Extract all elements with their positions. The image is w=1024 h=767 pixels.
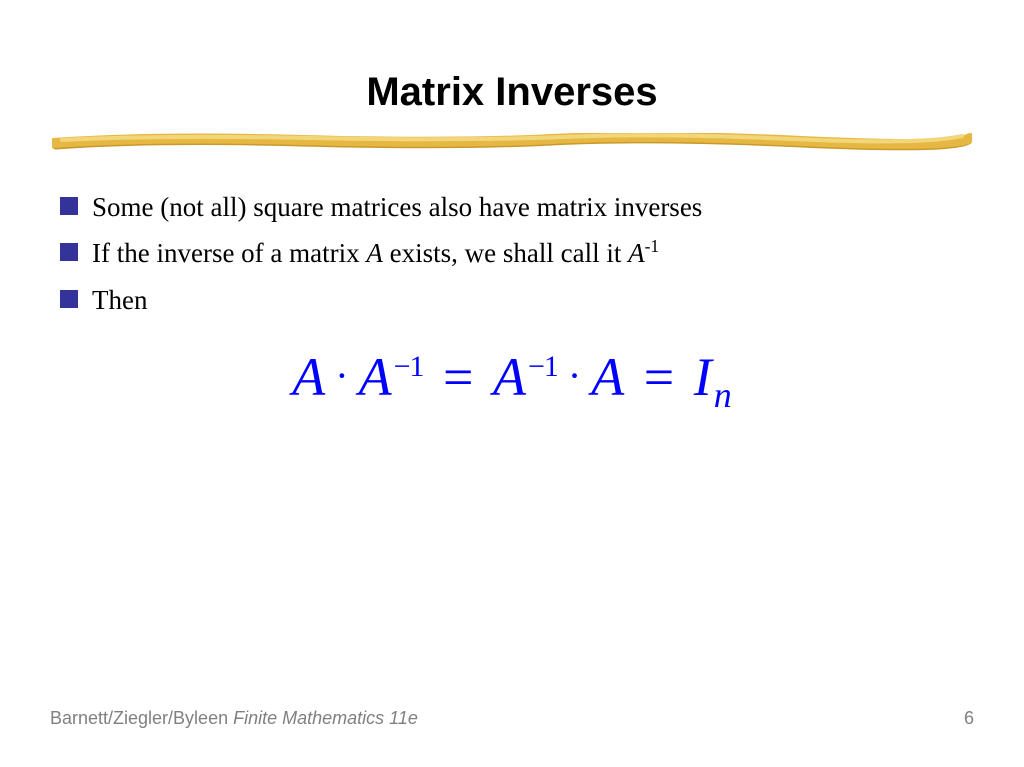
footer-source: Barnett/Ziegler/Byleen Finite Mathematic…	[50, 708, 418, 729]
title-underline	[52, 133, 972, 151]
list-item: If the inverse of a matrix A exists, we …	[60, 235, 944, 271]
bullet-text: Then	[92, 282, 147, 318]
bullet-text: Some (not all) square matrices also have…	[92, 189, 702, 225]
list-item: Then	[60, 282, 944, 318]
bullet-square-icon	[60, 197, 78, 215]
footer-book: Finite Mathematics 11e	[233, 708, 418, 728]
slide-title: Matrix Inverses	[50, 70, 974, 115]
equation-display: A·A−1 = A−1·A = In	[50, 346, 974, 408]
slide-container: Matrix Inverses Some (not all) square ma…	[0, 0, 1024, 767]
footer-authors: Barnett/Ziegler/Byleen	[50, 708, 233, 728]
footer-page-number: 6	[964, 708, 974, 729]
bullet-square-icon	[60, 290, 78, 308]
bullet-text: If the inverse of a matrix A exists, we …	[92, 235, 659, 271]
list-item: Some (not all) square matrices also have…	[60, 189, 944, 225]
slide-footer: Barnett/Ziegler/Byleen Finite Mathematic…	[50, 708, 974, 729]
bullet-square-icon	[60, 243, 78, 261]
bullet-list: Some (not all) square matrices also have…	[50, 189, 974, 318]
